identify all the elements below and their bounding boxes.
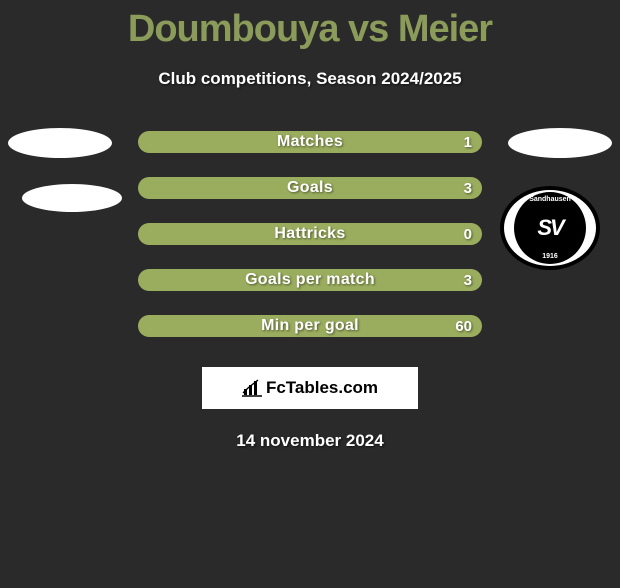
team-right-logo-1 bbox=[508, 128, 612, 158]
fctables-watermark[interactable]: FcTables.com bbox=[202, 367, 418, 409]
stat-row-matches: Matches 1 bbox=[138, 131, 482, 153]
stat-value-right: 0 bbox=[464, 226, 472, 243]
stat-value-right: 3 bbox=[464, 272, 472, 289]
stat-row-goals-per-match: Goals per match 3 bbox=[138, 269, 482, 291]
stat-label: Goals per match bbox=[245, 271, 375, 289]
stat-row-goals: Goals 3 bbox=[138, 177, 482, 199]
badge-name: Sandhausen bbox=[529, 196, 571, 203]
page-title: Doumbouya vs Meier bbox=[0, 8, 620, 51]
stat-row-hattricks: Hattricks 0 bbox=[138, 223, 482, 245]
team-left-logo-2 bbox=[22, 184, 122, 212]
fctables-label: FcTables.com bbox=[266, 378, 378, 398]
stat-value-right: 3 bbox=[464, 180, 472, 197]
date-label: 14 november 2024 bbox=[0, 431, 620, 451]
stat-value-right: 1 bbox=[464, 134, 472, 151]
team-right-logo-sandhausen: Sandhausen SV 1916 bbox=[500, 186, 600, 270]
stat-label: Goals bbox=[287, 179, 333, 197]
bar-chart-icon bbox=[242, 379, 262, 397]
badge-sv: SV bbox=[537, 215, 562, 241]
badge-year: 1916 bbox=[542, 253, 558, 260]
stat-label: Min per goal bbox=[261, 317, 359, 335]
stat-label: Matches bbox=[277, 133, 343, 151]
subtitle: Club competitions, Season 2024/2025 bbox=[0, 69, 620, 89]
stat-value-right: 60 bbox=[455, 318, 472, 335]
stat-label: Hattricks bbox=[274, 225, 345, 243]
stat-row-min-per-goal: Min per goal 60 bbox=[138, 315, 482, 337]
team-left-logo-1 bbox=[8, 128, 112, 158]
